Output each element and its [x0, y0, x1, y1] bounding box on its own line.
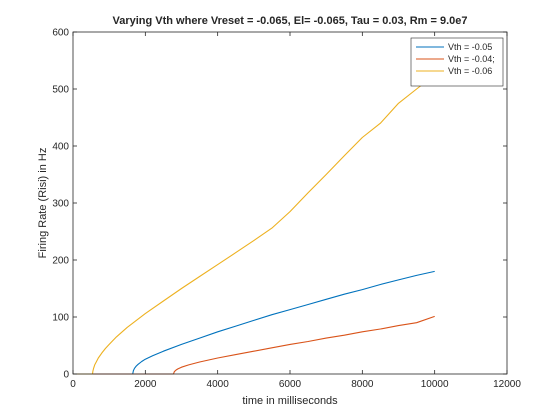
x-tick-label: 10000	[421, 379, 449, 390]
plot-area	[73, 32, 507, 374]
x-axis-label: time in milliseconds	[242, 395, 338, 407]
y-tick-label: 400	[52, 142, 69, 153]
y-tick-label: 0	[63, 370, 69, 381]
legend: Vth = -0.05 Vth = -0.04; Vth = -0.06	[410, 37, 504, 87]
x-tick-label: 12000	[493, 379, 521, 390]
chart-title: Varying Vth where Vreset = -0.065, El= -…	[112, 15, 467, 27]
series-line-vth-0-04	[73, 315, 435, 375]
axes-box	[72, 31, 508, 375]
y-tick-label: 300	[52, 199, 69, 210]
legend-box	[410, 37, 504, 87]
x-tick-label: 2000	[134, 379, 157, 390]
y-tick-label: 500	[52, 85, 69, 96]
y-tick-label: 600	[52, 28, 69, 39]
series-line-vth-0-05	[73, 270, 435, 375]
x-tick-label: 0	[70, 379, 76, 390]
x-tick-label: 4000	[207, 379, 230, 390]
legend-label: Vth = -0.05	[448, 42, 492, 52]
x-tick-label: 8000	[351, 379, 374, 390]
x-tick-label: 6000	[279, 379, 302, 390]
series-line-vth-0-06	[73, 74, 436, 375]
series-layer	[73, 74, 436, 375]
legend-label: Vth = -0.06	[448, 66, 492, 76]
y-tick-label: 200	[52, 256, 69, 267]
tick-layer: 0 2000 4000 6000 8000 10000 12000 0 100 200 300 400…	[52, 28, 521, 391]
y-axis-label: Firing Rate (Risi) in Hz	[37, 148, 49, 259]
y-tick-label: 100	[52, 313, 69, 324]
legend-label: Vth = -0.04;	[448, 54, 495, 64]
